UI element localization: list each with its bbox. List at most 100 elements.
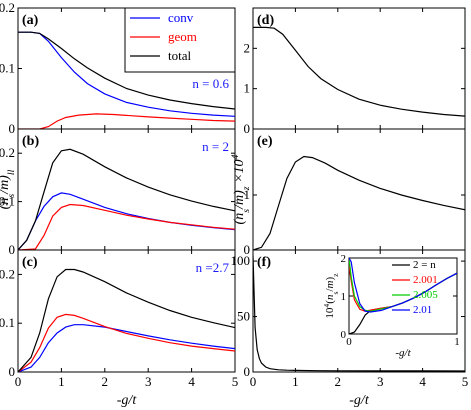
y-tick-label: 100 <box>231 253 251 268</box>
y-tick-label: 0.1 <box>0 61 15 76</box>
y-axis-label-part: / <box>232 204 247 210</box>
x-tick-label: 2 <box>102 374 109 389</box>
panel-label: (e) <box>257 134 273 149</box>
series-line <box>253 26 465 117</box>
x-axis-label: -g/t <box>349 393 370 408</box>
y-tick-label: 1 <box>244 187 251 202</box>
y-axis-label: 104(ns/m)z <box>322 273 340 319</box>
y-tick-label: 0.1 <box>0 194 15 209</box>
plot-frame <box>252 7 466 130</box>
y-tick-label: 0 <box>9 121 16 136</box>
x-axis-label: -g/t <box>395 347 411 359</box>
y-tick-label: 0 <box>244 242 251 257</box>
y-axis-label-part: m <box>324 280 336 288</box>
panel-c: 0 1 2 3 4 5 0 0.1 0.2 (c) n =2.7 -g/t <box>0 249 239 408</box>
inset-legend: 2 = n 2.001 2.005 2.01 <box>392 259 438 316</box>
y-axis-label-part: ) <box>0 175 12 181</box>
y-axis-label-part: ( <box>232 218 247 224</box>
y-tick-label: 0 <box>9 242 16 257</box>
x-tick-label: 4 <box>419 374 426 389</box>
series-line-geom <box>18 113 235 129</box>
plot-frame <box>17 249 236 373</box>
series-line-geom <box>18 203 235 250</box>
y-axis-label: (ns/m)ll <box>0 169 17 209</box>
y-axis-label-part: z <box>241 186 252 191</box>
y-axis-label-part: m <box>232 195 247 205</box>
x-tick-label: 5 <box>232 374 239 389</box>
y-tick-label: 0 <box>244 364 251 379</box>
series-line-geom <box>18 313 235 372</box>
y-axis-label-part: ) <box>324 277 336 281</box>
y-axis-label-part: / <box>324 288 336 292</box>
y-tick-label: 0.1 <box>0 315 15 330</box>
panel-label: (f) <box>257 255 271 270</box>
legend-label: 2.005 <box>413 289 438 301</box>
y-axis-label-part: m <box>0 180 12 190</box>
y-axis-label-part: ) <box>232 190 247 196</box>
x-tick-label: 4 <box>188 374 195 389</box>
y-axis-label-part: ( <box>324 300 336 304</box>
y-tick-label: 0.2 <box>0 145 15 160</box>
y-axis-label-part: n <box>232 213 247 220</box>
y-axis-label-part: ×10 <box>232 159 247 186</box>
x-tick-label: 1 <box>292 374 299 389</box>
x-axis-label: -g/t <box>117 393 138 408</box>
series-line-total <box>18 148 235 250</box>
series-line <box>253 155 465 250</box>
plot-frame <box>252 128 466 251</box>
panel-label: (b) <box>22 134 39 149</box>
x-tick-label: 3 <box>377 374 384 389</box>
legend-label: conv <box>168 10 194 25</box>
legend-box <box>124 7 236 73</box>
y-tick-label: 0 <box>341 329 347 341</box>
panel-label: (a) <box>22 13 39 28</box>
y-axis-label-part: ll <box>6 169 17 175</box>
legend-label: 2.001 <box>413 274 438 286</box>
y-axis-label-part: s <box>331 292 340 295</box>
series-line-201 <box>349 258 457 313</box>
series-line-conv <box>18 324 235 372</box>
y-axis-label: (ns/m)z ×104 <box>230 154 252 224</box>
x-tick-label: 1 <box>454 336 460 348</box>
x-tick-label: 5 <box>462 374 469 389</box>
plot-frame <box>348 257 458 335</box>
y-axis-label-part: 4 <box>230 154 241 159</box>
y-tick-label: 0 <box>244 121 251 136</box>
series-line-total <box>18 31 235 110</box>
panel-annotation: n = 0.6 <box>192 76 229 91</box>
panel-e: 0 1 (e) (ns/m)z ×104 <box>230 128 466 257</box>
y-axis-label-part: n <box>0 198 12 205</box>
legend-label: 2 = n <box>413 259 436 271</box>
x-tick-label: 3 <box>145 374 152 389</box>
panel-label: (d) <box>257 13 274 28</box>
panel-annotation: n = 2 <box>202 139 229 154</box>
y-axis-label-part: ( <box>0 203 12 209</box>
y-tick-label: 2 <box>244 40 251 55</box>
legend-label: total <box>168 48 191 63</box>
y-tick-label: 1 <box>341 291 347 303</box>
panel-b: 0 0.1 0.2 (b) n = 2 (ns/m)ll <box>0 128 236 257</box>
x-tick-label: 0 <box>346 336 352 348</box>
x-tick-label: 0 <box>15 374 22 389</box>
y-tick-label: 1 <box>244 81 251 96</box>
plot-frame <box>17 128 236 251</box>
y-tick-label: 0.2 <box>0 0 15 15</box>
series-line <box>253 255 465 372</box>
y-axis-label-part: n <box>324 294 336 300</box>
x-tick-label: 1 <box>58 374 65 389</box>
legend-label: geom <box>168 29 197 44</box>
y-axis-label-part: 4 <box>322 304 331 308</box>
x-tick-label: 2 <box>335 374 342 389</box>
panel-d: 0 1 2 (d) <box>244 7 466 136</box>
legend: conv geom total <box>124 7 236 73</box>
x-tick-label: 0 <box>250 374 257 389</box>
legend-label: 2.01 <box>413 304 432 316</box>
y-axis-label-part: / <box>0 189 12 195</box>
y-tick-label: 50 <box>237 309 250 324</box>
panel-label: (c) <box>22 255 38 270</box>
panel-annotation: n =2.7 <box>196 260 230 275</box>
y-axis-label-part: z <box>331 273 340 277</box>
y-axis-label-part: s <box>241 209 252 213</box>
